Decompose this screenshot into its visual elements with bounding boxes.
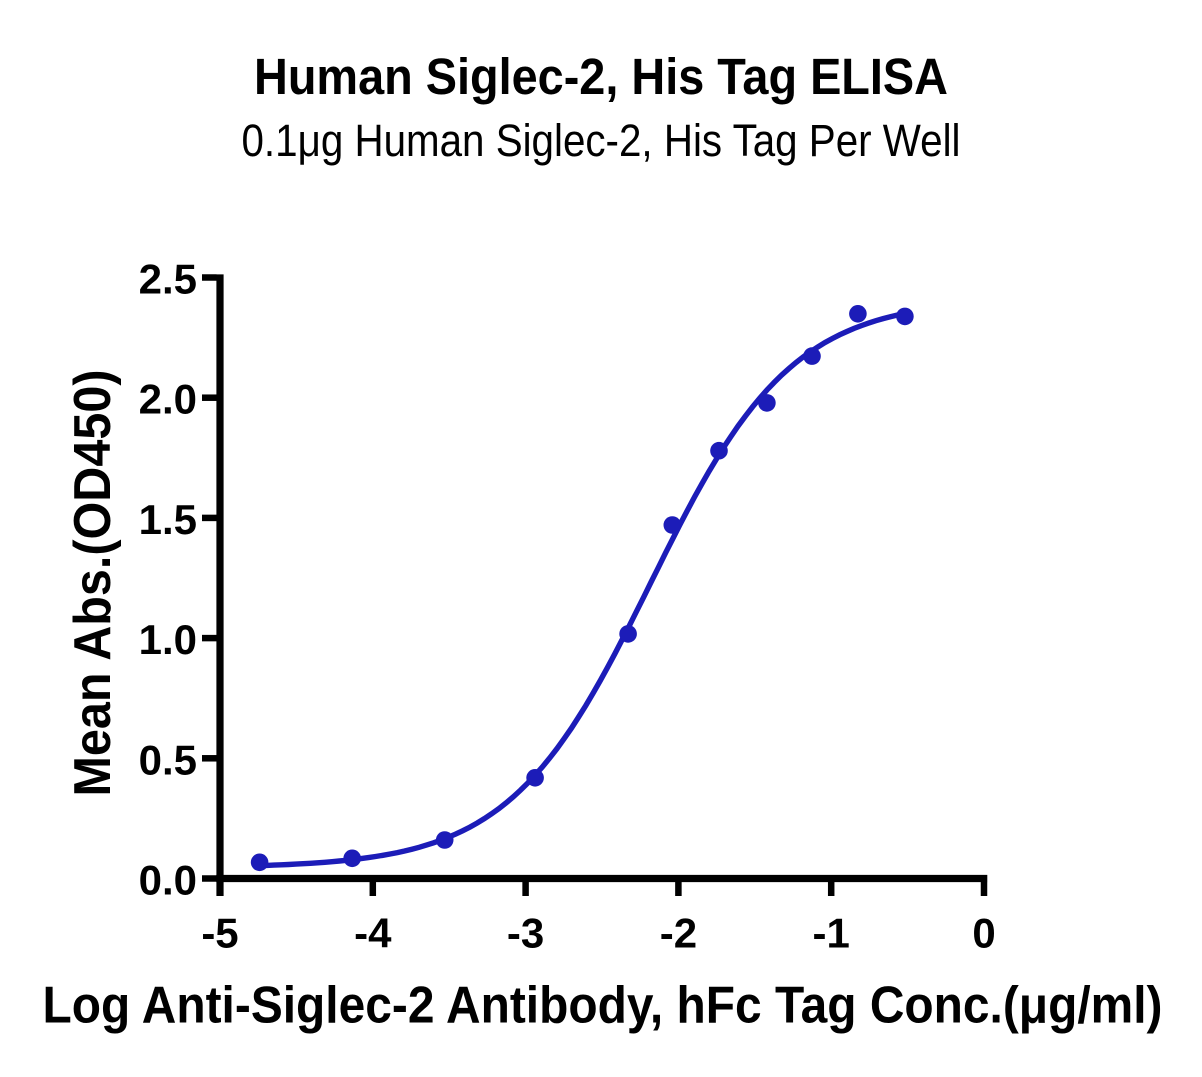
svg-text:0: 0 bbox=[972, 910, 995, 957]
svg-text:-5: -5 bbox=[201, 910, 238, 957]
svg-text:-4: -4 bbox=[354, 910, 392, 957]
svg-text:2.5: 2.5 bbox=[139, 256, 197, 303]
svg-text:Human Siglec-2, His Tag ELISA: Human Siglec-2, His Tag ELISA bbox=[254, 48, 948, 105]
svg-text:0.1μg Human Siglec-2, His Tag: 0.1μg Human Siglec-2, His Tag Per Well bbox=[242, 115, 961, 166]
svg-text:Mean Abs.(OD450): Mean Abs.(OD450) bbox=[63, 370, 121, 797]
svg-text:-2: -2 bbox=[660, 910, 697, 957]
svg-text:-3: -3 bbox=[507, 910, 544, 957]
svg-text:2.0: 2.0 bbox=[139, 376, 197, 423]
svg-text:0.5: 0.5 bbox=[139, 736, 197, 783]
svg-text:1.5: 1.5 bbox=[139, 496, 197, 543]
svg-text:Log Anti-Siglec-2 Antibody, hF: Log Anti-Siglec-2 Antibody, hFc Tag Conc… bbox=[43, 975, 1163, 1033]
svg-text:-1: -1 bbox=[813, 910, 850, 957]
svg-text:1.0: 1.0 bbox=[139, 616, 197, 663]
svg-text:0.0: 0.0 bbox=[139, 857, 197, 904]
